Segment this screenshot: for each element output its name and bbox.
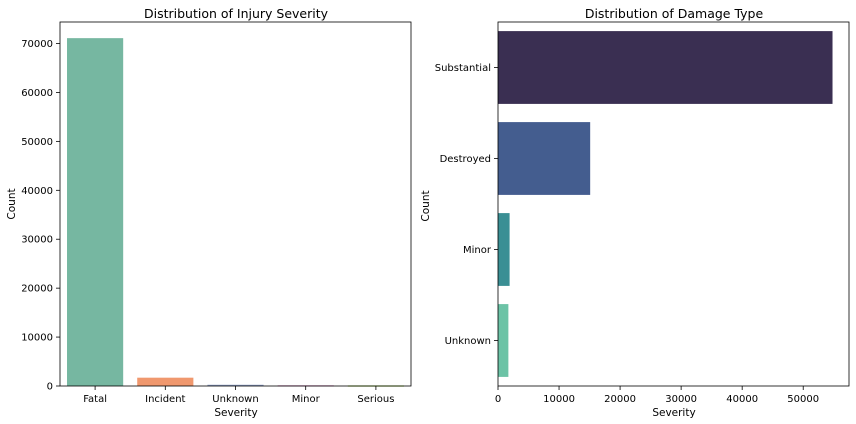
x-tick-label: 10000: [543, 394, 575, 405]
plot-frame: [59, 21, 412, 387]
x-axis-label: Severity: [214, 407, 257, 419]
x-tick-label: 20000: [604, 394, 636, 405]
bar-minor: [498, 213, 510, 286]
x-tick-label: 40000: [726, 394, 758, 405]
x-tick-label: Incident: [145, 394, 185, 405]
x-tick-label: Serious: [357, 394, 394, 405]
x-tick-label: 30000: [665, 394, 697, 405]
y-tick-label: 70000: [21, 39, 53, 50]
chart-title: Distribution of Injury Severity: [144, 6, 329, 21]
injury-severity-chart: Distribution of Injury Severity 0 10000 20…: [6, 6, 412, 419]
x-tick-label: 0: [495, 394, 501, 405]
x-tick-label: Minor: [292, 394, 321, 405]
bar-unknown: [498, 304, 509, 377]
y-tick-label: 40000: [21, 186, 53, 197]
chart-title: Distribution of Damage Type: [585, 6, 764, 21]
x-axis-label: Severity: [652, 407, 695, 419]
bars: [67, 38, 404, 387]
y-tick-label: 30000: [21, 235, 53, 246]
x-tick-label: 50000: [787, 394, 819, 405]
y-tick-label: 50000: [21, 137, 53, 148]
y-tick-label: Minor: [463, 245, 492, 256]
y-tick-label: 60000: [21, 88, 53, 99]
bar-destroyed: [498, 122, 591, 195]
bar-incident: [137, 377, 194, 386]
plot-frame: [497, 21, 850, 387]
y-tick-label: Destroyed: [440, 154, 491, 165]
x-tick-label: Fatal: [83, 394, 107, 405]
y-tick-label: 20000: [21, 284, 53, 295]
bars: [498, 31, 833, 377]
y-ticks: 0 10000 20000 30000 40000 50000 60000 70000: [21, 39, 60, 393]
x-ticks: 0 10000 20000 30000 40000 50000: [495, 386, 819, 405]
x-ticks: Fatal Incident Unknown Minor Serious: [83, 386, 394, 405]
bar-fatal: [67, 38, 124, 386]
bar-unknown: [207, 384, 264, 386]
y-axis-label: Count: [420, 190, 432, 221]
y-axis-label: Count: [6, 188, 18, 219]
y-tick-label: 0: [47, 382, 53, 393]
y-tick-label: 10000: [21, 333, 53, 344]
x-tick-label: Unknown: [212, 394, 258, 405]
damage-type-chart: Distribution of Damage Type Substantial D…: [420, 6, 850, 419]
y-ticks: Substantial Destroyed Minor Unknown: [435, 63, 498, 347]
bar-substantial: [498, 31, 833, 104]
y-tick-label: Unknown: [445, 336, 491, 347]
y-tick-label: Substantial: [435, 63, 491, 74]
